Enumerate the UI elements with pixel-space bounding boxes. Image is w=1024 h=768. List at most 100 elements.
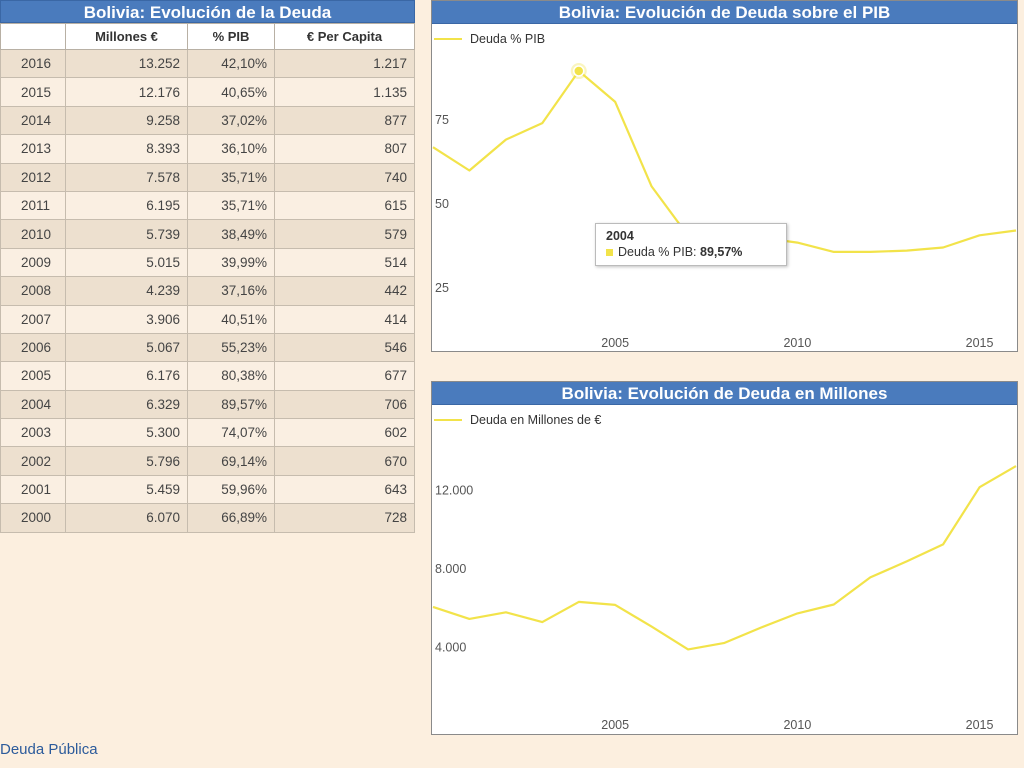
data-point[interactable]: [649, 624, 655, 630]
table-row: 2009 5.015 39,99% 514: [0, 247, 415, 278]
table-row: 2004 6.329 89,57% 706: [0, 389, 415, 420]
cell-pib: 36,10%: [187, 134, 275, 164]
pib-chart-svg[interactable]: Deuda % PIB 25 50 75 2005 2010 2015: [432, 25, 1017, 351]
cell-pib: 74,07%: [187, 418, 275, 448]
legend[interactable]: Deuda en Millones de €: [434, 413, 601, 427]
data-point[interactable]: [904, 248, 910, 254]
data-point[interactable]: [867, 574, 873, 580]
data-point[interactable]: [466, 167, 472, 173]
table-row: 2013 8.393 36,10% 807: [0, 134, 415, 164]
cell-year: 2003: [0, 418, 66, 448]
cell-year: 2016: [0, 48, 66, 79]
cell-millones: 13.252: [65, 48, 188, 79]
cell-pib: 66,89%: [187, 503, 275, 533]
x-tick-label: 2015: [966, 718, 994, 732]
table-row: 2002 5.796 69,14% 670: [0, 446, 415, 476]
data-point[interactable]: [576, 599, 582, 605]
tooltip-label: Deuda % PIB:: [618, 245, 697, 259]
data-point[interactable]: [794, 610, 800, 616]
data-point[interactable]: [722, 640, 728, 646]
y-tick-label: 4.000: [435, 641, 466, 655]
table-row: 2007 3.906 40,51% 414: [0, 304, 415, 334]
cell-year: 2007: [0, 304, 66, 334]
cell-pib: 55,23%: [187, 332, 275, 363]
table-title: Bolivia: Evolución de la Deuda: [0, 0, 415, 23]
x-tick-label: 2010: [783, 718, 811, 732]
cell-pib: 59,96%: [187, 474, 275, 505]
table-row: 2003 5.300 74,07% 602: [0, 418, 415, 448]
cell-pib: 89,57%: [187, 389, 275, 420]
series-line[interactable]: [432, 465, 1017, 651]
cell-millones: 5.015: [65, 247, 188, 278]
deuda-publica-link[interactable]: Deuda Pública: [0, 741, 98, 758]
table-row: 2015 12.176 40,65% 1.135: [0, 77, 415, 107]
cell-per-capita: 579: [274, 219, 415, 249]
cell-year: 2000: [0, 503, 66, 533]
cell-year: 2011: [0, 190, 66, 221]
data-point[interactable]: [539, 120, 545, 126]
data-point[interactable]: [539, 619, 545, 625]
highlight-point[interactable]: [573, 65, 585, 77]
cell-pib: 69,14%: [187, 446, 275, 476]
data-point[interactable]: [794, 240, 800, 246]
cell-per-capita: 514: [274, 247, 415, 278]
cell-pib: 37,02%: [187, 105, 275, 136]
x-tick-label: 2005: [601, 718, 629, 732]
legend-label: Deuda % PIB: [470, 32, 545, 46]
debt-table: Millones € % PIB € Per Capita 2016 13.252…: [0, 23, 415, 533]
cell-year: 2010: [0, 219, 66, 249]
cell-per-capita: 706: [274, 389, 415, 420]
table-row: 2010 5.739 38,49% 579: [0, 219, 415, 249]
data-point[interactable]: [831, 249, 837, 255]
cell-millones: 12.176: [65, 77, 188, 107]
col-header-pib: % PIB: [187, 23, 275, 50]
cell-millones: 5.796: [65, 446, 188, 476]
data-point[interactable]: [685, 646, 691, 652]
data-point[interactable]: [867, 249, 873, 255]
data-point[interactable]: [612, 602, 618, 608]
data-point[interactable]: [503, 137, 509, 143]
cell-year: 2008: [0, 276, 66, 306]
legend[interactable]: Deuda % PIB: [434, 32, 545, 46]
cell-year: 2001: [0, 474, 66, 505]
table-row: 2005 6.176 80,38% 677: [0, 361, 415, 391]
cell-year: 2015: [0, 77, 66, 107]
data-point[interactable]: [649, 183, 655, 189]
cell-per-capita: 643: [274, 474, 415, 505]
data-point[interactable]: [977, 232, 983, 238]
cell-millones: 5.459: [65, 474, 188, 505]
cell-millones: 6.329: [65, 389, 188, 420]
millones-chart-panel: Bolivia: Evolución de Deuda en Millones …: [431, 381, 1018, 735]
data-point[interactable]: [432, 604, 436, 610]
cell-millones: 5.739: [65, 219, 188, 249]
cell-millones: 7.578: [65, 162, 188, 192]
table-row: 2006 5.067 55,23% 546: [0, 332, 415, 363]
data-point[interactable]: [612, 99, 618, 105]
millones-chart-svg[interactable]: Deuda en Millones de € 4.000 8.000 12.000 20…: [432, 406, 1017, 734]
chart-tooltip: 2004 Deuda % PIB: 89,57%: [595, 223, 787, 266]
cell-per-capita: 740: [274, 162, 415, 192]
data-point[interactable]: [904, 558, 910, 564]
data-point[interactable]: [940, 541, 946, 547]
data-point[interactable]: [940, 245, 946, 251]
data-point[interactable]: [1013, 227, 1017, 233]
cell-per-capita: 442: [274, 276, 415, 306]
table-row: 2012 7.578 35,71% 740: [0, 162, 415, 192]
data-point[interactable]: [503, 609, 509, 615]
table-row: 2014 9.258 37,02% 877: [0, 105, 415, 136]
table-row: 2000 6.070 66,89% 728: [0, 503, 415, 533]
cell-pib: 40,65%: [187, 77, 275, 107]
data-point[interactable]: [831, 601, 837, 607]
cell-pib: 37,16%: [187, 276, 275, 306]
y-tick-label: 12.000: [435, 484, 473, 498]
cell-pib: 40,51%: [187, 304, 275, 334]
cell-per-capita: 602: [274, 418, 415, 448]
cell-millones: 9.258: [65, 105, 188, 136]
data-point[interactable]: [977, 484, 983, 490]
cell-per-capita: 1.217: [274, 48, 415, 79]
data-point[interactable]: [466, 616, 472, 622]
cell-pib: 35,71%: [187, 190, 275, 221]
tooltip-year: 2004: [606, 229, 634, 243]
x-tick-label: 2015: [966, 336, 994, 350]
data-point[interactable]: [758, 625, 764, 631]
